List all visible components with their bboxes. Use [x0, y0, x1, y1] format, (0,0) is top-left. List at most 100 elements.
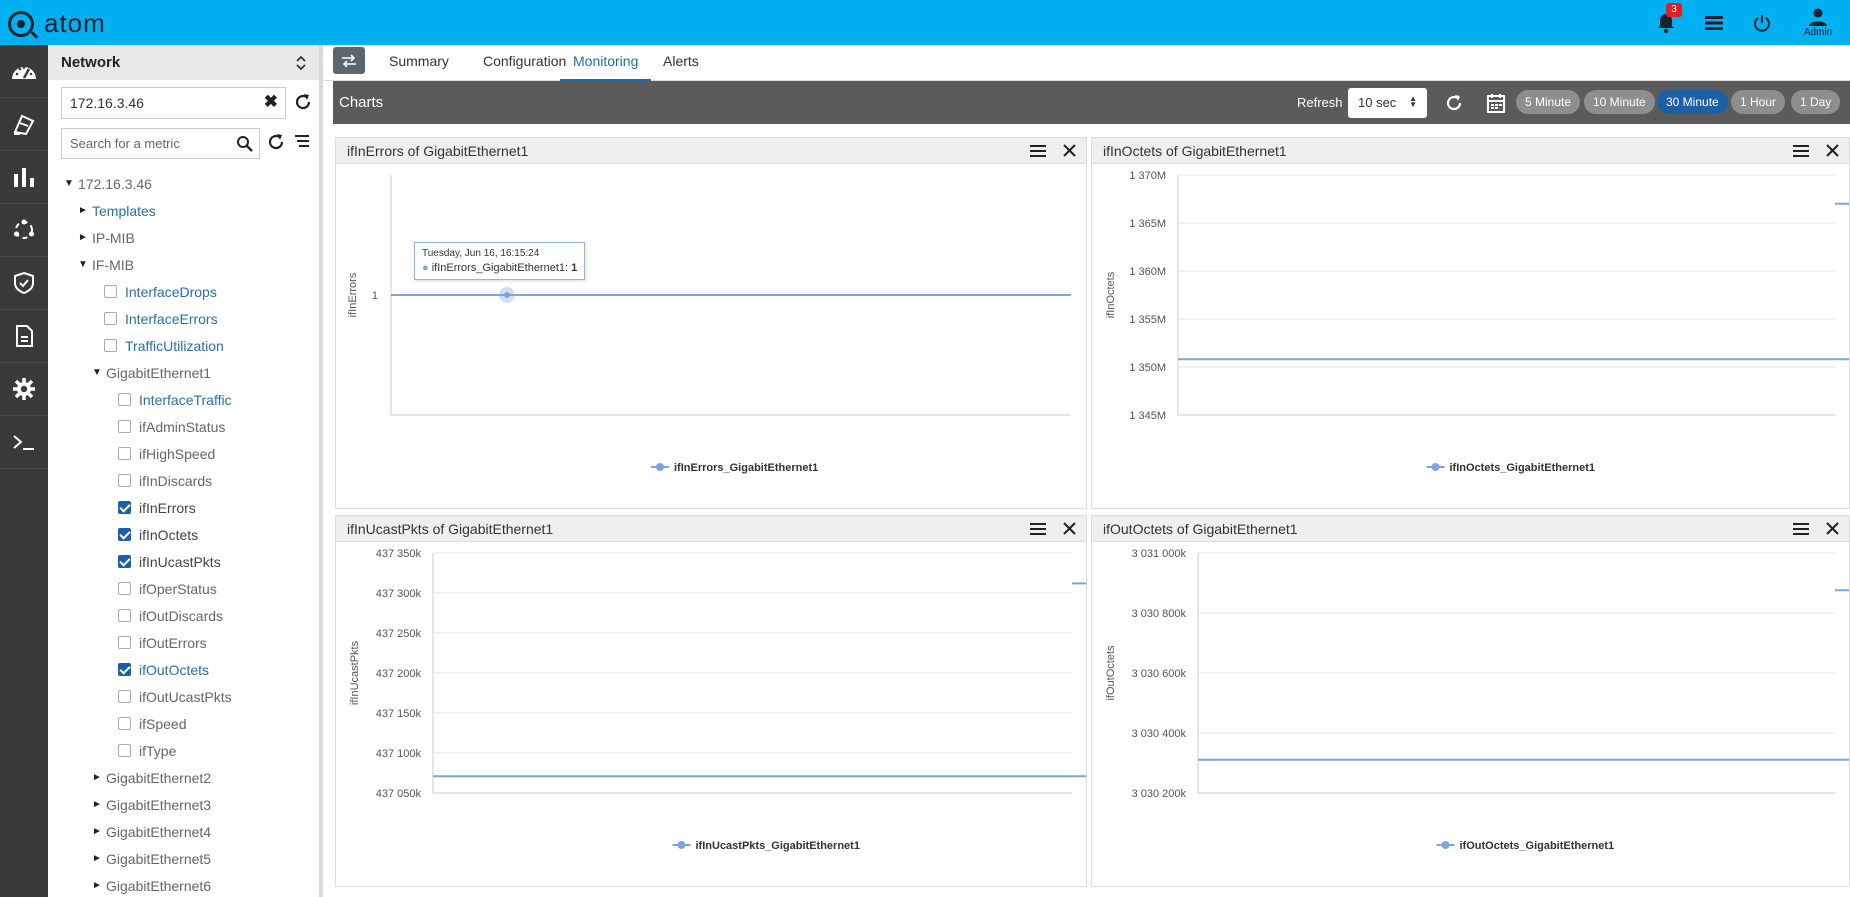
caret-right-icon[interactable]: ► [78, 232, 88, 243]
hamburger-menu-icon[interactable] [1793, 523, 1809, 535]
tab-monitoring[interactable]: Monitoring [560, 45, 652, 81]
metric-checkbox[interactable] [118, 609, 131, 622]
tab-summary[interactable]: Summary [389, 53, 449, 69]
rail-dashboard[interactable] [0, 45, 48, 98]
metric-checkbox[interactable] [118, 528, 131, 541]
tree-node[interactable]: TrafficUtilization [48, 332, 318, 359]
rail-topology[interactable] [0, 204, 48, 257]
tree-node[interactable]: ► GigabitEthernet2 [48, 764, 318, 791]
tree-node[interactable]: ▼ 172.16.3.46 [48, 170, 318, 197]
caret-right-icon[interactable]: ► [92, 799, 102, 810]
tree-node[interactable]: InterfaceTraffic [48, 386, 318, 413]
tree-node[interactable]: ► GigabitEthernet6 [48, 872, 318, 897]
tree-node[interactable]: ifType [48, 737, 318, 764]
metric-checkbox[interactable] [118, 501, 131, 514]
refresh-charts-icon[interactable] [1444, 93, 1464, 113]
caret-right-icon[interactable]: ► [92, 772, 102, 783]
metric-checkbox[interactable] [104, 339, 117, 352]
range-1-day[interactable]: 1 Day [1791, 90, 1841, 114]
rail-compliance[interactable] [0, 257, 48, 310]
hamburger-menu-icon[interactable] [1793, 145, 1809, 157]
close-icon[interactable] [1826, 522, 1839, 535]
tree-node[interactable]: ifInDiscards [48, 467, 318, 494]
refresh-metrics-icon[interactable] [266, 132, 286, 152]
hamburger-menu-icon[interactable] [1030, 145, 1046, 157]
device-filter-input[interactable]: 172.16.3.46 ✖ [61, 87, 286, 119]
caret-right-icon[interactable]: ► [92, 880, 102, 891]
rail-devices[interactable] [0, 98, 48, 151]
tree-node[interactable]: ifSpeed [48, 710, 318, 737]
tree-node[interactable]: ifInUcastPkts [48, 548, 318, 575]
tree-node[interactable]: ► IP-MIB [48, 224, 318, 251]
tree-header[interactable]: Network [48, 45, 319, 80]
clear-filter-icon[interactable]: ✖ [263, 92, 278, 111]
tree-node[interactable]: ifInErrors [48, 494, 318, 521]
task-list-button[interactable] [1690, 0, 1738, 45]
caret-down-icon[interactable]: ▼ [92, 367, 102, 378]
tree-node[interactable]: InterfaceDrops [48, 278, 318, 305]
app-logo[interactable]: atom [8, 8, 106, 39]
range-5-minute[interactable]: 5 Minute [1516, 90, 1581, 114]
chart-title: ifInUcastPkts of GigabitEthernet1 [347, 521, 554, 537]
metric-checkbox[interactable] [118, 744, 131, 757]
notifications-button[interactable]: 3 [1642, 0, 1690, 45]
calendar-icon[interactable] [1487, 93, 1505, 113]
metric-checkbox[interactable] [118, 663, 131, 676]
rail-settings[interactable] [0, 363, 48, 416]
tab-alerts[interactable]: Alerts [663, 53, 699, 69]
caret-right-icon[interactable]: ► [78, 205, 88, 216]
caret-down-icon[interactable]: ▼ [78, 259, 88, 270]
refresh-device-icon[interactable] [293, 92, 313, 112]
metric-checkbox[interactable] [118, 555, 131, 568]
swap-view-button[interactable] [333, 47, 365, 74]
close-icon[interactable] [1063, 522, 1076, 535]
metric-checkbox[interactable] [118, 474, 131, 487]
user-icon [1809, 8, 1827, 26]
range-30-minute[interactable]: 30 Minute [1657, 90, 1728, 114]
range-1-hour[interactable]: 1 Hour [1731, 90, 1786, 114]
tree-node[interactable]: ► GigabitEthernet3 [48, 791, 318, 818]
logout-button[interactable] [1738, 0, 1786, 45]
tree-node[interactable]: ► Templates [48, 197, 318, 224]
metric-checkbox[interactable] [118, 447, 131, 460]
caret-right-icon[interactable]: ► [92, 853, 102, 864]
metric-checkbox[interactable] [104, 285, 117, 298]
metric-checkbox[interactable] [118, 420, 131, 433]
rail-reports[interactable] [0, 151, 48, 204]
metric-checkbox[interactable] [118, 717, 131, 730]
tree-node[interactable]: ▼ GigabitEthernet1 [48, 359, 318, 386]
range-10-minute[interactable]: 10 Minute [1584, 90, 1655, 114]
tree-node-label: GigabitEthernet5 [106, 850, 212, 867]
tree-node[interactable]: ifOutDiscards [48, 602, 318, 629]
tree-node[interactable]: ifAdminStatus [48, 413, 318, 440]
tree-node[interactable]: ifOutOctets [48, 656, 318, 683]
metric-checkbox[interactable] [118, 393, 131, 406]
caret-right-icon[interactable]: ► [92, 826, 102, 837]
tree-node[interactable]: InterfaceErrors [48, 305, 318, 332]
rail-documents[interactable] [0, 310, 48, 363]
tab-configuration[interactable]: Configuration [483, 53, 567, 69]
tree-node[interactable]: ifInOctets [48, 521, 318, 548]
close-icon[interactable] [1826, 144, 1839, 157]
filter-lines-icon[interactable] [293, 133, 311, 149]
tree-node[interactable]: ▼ IF-MIB [48, 251, 318, 278]
hamburger-menu-icon[interactable] [1030, 523, 1046, 535]
search-icon[interactable] [236, 135, 253, 152]
user-menu[interactable]: Admin [1786, 0, 1850, 45]
refresh-interval-select[interactable]: 10 sec ▲ ▼ [1348, 88, 1427, 118]
metric-search-input[interactable]: Search for a metric [61, 128, 260, 159]
metric-checkbox[interactable] [118, 582, 131, 595]
tree-node[interactable]: ifOutErrors [48, 629, 318, 656]
tree-node[interactable]: ifOutUcastPkts [48, 683, 318, 710]
close-icon[interactable] [1063, 144, 1076, 157]
metric-checkbox[interactable] [118, 636, 131, 649]
tree-node[interactable]: ifHighSpeed [48, 440, 318, 467]
tree-node[interactable]: ► GigabitEthernet4 [48, 818, 318, 845]
charts-toolbar: Charts Refresh 10 sec ▲ ▼ 5 Minute 10 Min… [333, 81, 1850, 124]
caret-down-icon[interactable]: ▼ [64, 178, 74, 189]
metric-checkbox[interactable] [104, 312, 117, 325]
tree-node[interactable]: ifOperStatus [48, 575, 318, 602]
tree-node[interactable]: ► GigabitEthernet5 [48, 845, 318, 872]
rail-terminal[interactable] [0, 416, 48, 469]
metric-checkbox[interactable] [118, 690, 131, 703]
